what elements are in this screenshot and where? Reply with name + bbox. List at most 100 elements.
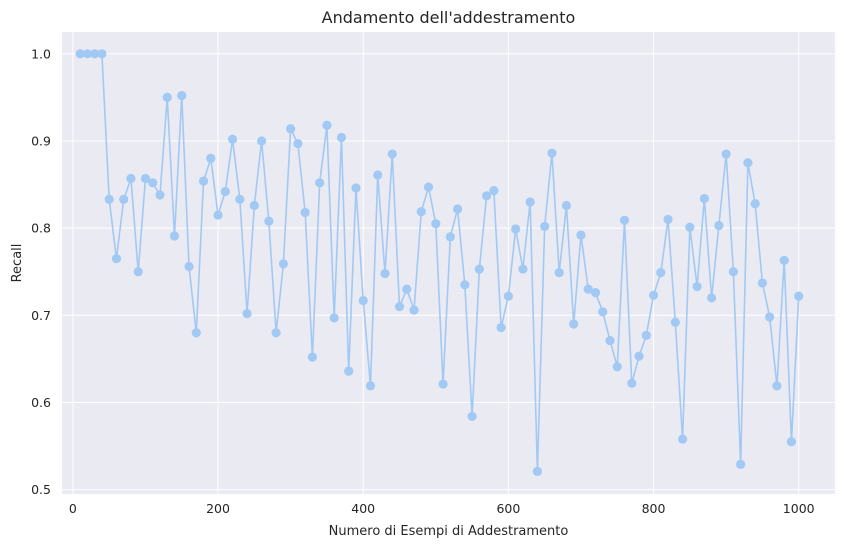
data-point (692, 281, 702, 292)
data-point (482, 191, 492, 201)
data-point (634, 351, 644, 361)
data-point (358, 295, 368, 306)
tick-labels: 0 200 400 600 800 1000 0.5 0.6 0.7 0.8 0.9 1.0 (31, 46, 815, 516)
data-point (336, 132, 347, 143)
data-point (605, 335, 615, 346)
data-point (423, 182, 434, 192)
data-point (576, 230, 586, 240)
data-point (249, 200, 259, 211)
data-point (220, 186, 230, 197)
data-point (612, 362, 622, 372)
data-point (598, 307, 608, 317)
chart-title: Andamento dell'addestramento (322, 8, 576, 27)
data-point (714, 220, 724, 231)
data-point (155, 190, 165, 200)
data-point (184, 261, 194, 272)
data-point (315, 178, 325, 188)
data-point (474, 264, 484, 274)
y-tick-label: 0.7 (31, 308, 51, 323)
x-tick-label: 200 (206, 501, 230, 516)
data-point (656, 267, 666, 278)
data-point (540, 221, 550, 231)
data-point (641, 330, 651, 340)
data-point (707, 293, 717, 303)
data-point (794, 291, 804, 301)
data-point (162, 92, 172, 102)
data-point (82, 49, 92, 59)
data-point (148, 178, 158, 188)
data-point (525, 197, 535, 207)
data-point (365, 381, 376, 391)
data-point (452, 204, 463, 214)
data-point (307, 352, 318, 362)
data-point (503, 291, 513, 301)
data-point (685, 222, 695, 232)
data-point (329, 313, 339, 323)
y-tick-label: 0.5 (31, 482, 51, 497)
data-point (257, 136, 267, 146)
data-point (663, 214, 673, 225)
data-point (133, 267, 143, 277)
data-point (380, 268, 390, 279)
data-point (438, 379, 448, 389)
data-point (699, 193, 709, 204)
data-point (416, 206, 426, 217)
data-point (227, 134, 238, 144)
data-point (460, 280, 470, 290)
data-point (670, 317, 680, 327)
data-point (445, 232, 455, 242)
data-point (583, 284, 593, 294)
data-point (561, 200, 572, 211)
data-point (554, 267, 564, 278)
data-point (322, 120, 332, 130)
data-point (627, 378, 637, 388)
series-layer (75, 49, 804, 476)
data-point (126, 173, 136, 184)
series-line (80, 52, 800, 473)
grid (62, 32, 835, 494)
data-point (779, 255, 789, 265)
data-point (140, 173, 151, 184)
data-point (278, 259, 288, 269)
data-point (721, 149, 731, 159)
data-point (496, 322, 506, 333)
data-point (177, 91, 187, 101)
y-tick-label: 1.0 (31, 46, 51, 61)
data-point (677, 434, 688, 444)
data-point (590, 288, 601, 298)
data-point (104, 194, 114, 204)
data-point (431, 219, 441, 229)
data-point (394, 301, 405, 312)
data-point (213, 210, 223, 220)
data-point (242, 308, 252, 319)
y-axis-label: Recall (10, 244, 25, 283)
x-tick-label: 0 (69, 501, 77, 516)
x-tick-label: 400 (351, 501, 375, 516)
data-point (736, 459, 746, 469)
data-point (97, 49, 107, 59)
data-point (344, 366, 354, 376)
data-point (532, 466, 543, 476)
y-tick-label: 0.8 (31, 221, 51, 236)
data-point (264, 216, 274, 226)
data-point (351, 183, 361, 193)
data-point (648, 290, 659, 300)
data-point (90, 49, 100, 59)
data-point (293, 138, 303, 149)
data-point (402, 284, 412, 294)
data-point (300, 207, 310, 218)
data-point (743, 158, 753, 168)
x-tick-label: 800 (642, 501, 666, 516)
y-tick-label: 0.6 (31, 395, 51, 410)
data-point (547, 148, 557, 158)
data-point (235, 194, 245, 204)
data-point (467, 411, 477, 422)
data-point (169, 231, 180, 241)
data-point (765, 312, 775, 322)
data-point (772, 381, 782, 391)
data-point (198, 176, 209, 186)
y-tick-label: 0.9 (31, 133, 51, 148)
data-point (111, 254, 122, 264)
